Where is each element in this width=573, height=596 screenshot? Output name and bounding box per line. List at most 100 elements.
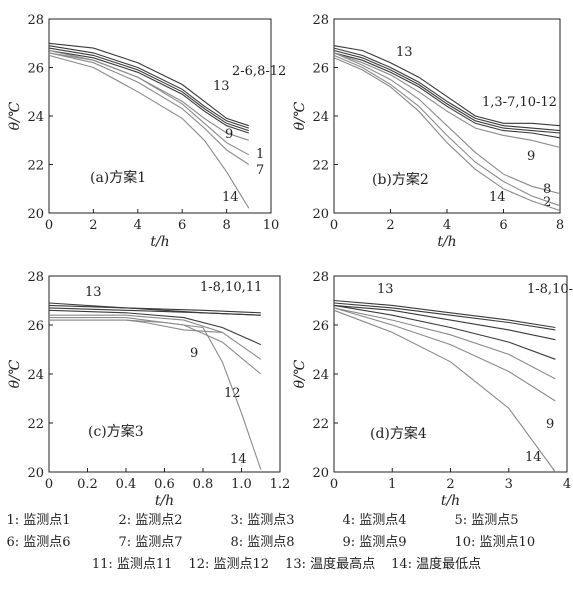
series-line <box>333 52 561 139</box>
legend-item: 6: 监测点6 <box>6 535 71 550</box>
series-line <box>333 52 561 195</box>
y-axis-label: θ/℃ <box>7 101 23 130</box>
series-label: 7 <box>256 163 264 178</box>
y-tick-label: 26 <box>312 62 329 77</box>
series-line <box>48 47 249 132</box>
y-tick-label: 20 <box>27 207 44 222</box>
series-line <box>333 309 556 473</box>
series-line <box>48 42 249 127</box>
y-tick-label: 22 <box>312 159 329 174</box>
legend-item: 2: 监测点2 <box>118 513 183 528</box>
series-line <box>49 319 262 470</box>
x-tick-label: 0.6 <box>154 477 175 492</box>
series-line <box>333 45 561 127</box>
series-line <box>333 302 556 331</box>
series-line <box>333 49 561 134</box>
y-tick-label: 28 <box>27 270 44 285</box>
x-tick-label: 0 <box>45 477 53 492</box>
series-line <box>48 52 250 165</box>
x-tick-label: 0 <box>45 218 53 233</box>
series-line <box>333 304 556 341</box>
legend: 1: 监测点1 2: 监测点2 3: 监测点3 4: 监测点4 5: 监测点5 … <box>0 510 573 596</box>
x-axis-label: t/h <box>441 493 460 509</box>
series-line <box>49 317 262 375</box>
series-line <box>333 307 556 380</box>
x-tick-label: 0.8 <box>193 477 214 492</box>
x-axis-label: t/h <box>437 234 456 250</box>
series-label: 13 <box>85 285 102 300</box>
x-tick-label: 2 <box>89 218 97 233</box>
legend-row: 11: 监测点11 12: 监测点12 13: 温度最高点 14: 温度最低点 <box>0 554 573 576</box>
series-label: 1-8,10-12 <box>527 282 573 297</box>
x-tick-label: 1.2 <box>270 477 291 492</box>
y-tick-label: 26 <box>312 319 329 334</box>
y-tick-label: 20 <box>312 466 329 481</box>
series-label: 9 <box>225 127 233 142</box>
x-axis-label: t/h <box>150 234 169 250</box>
series-label: 12 <box>224 386 241 401</box>
legend-item: 5: 监测点5 <box>454 513 519 528</box>
series-line <box>48 54 250 209</box>
x-tick-label: 6 <box>178 218 186 233</box>
y-tick-label: 28 <box>312 13 329 28</box>
y-tick-label: 24 <box>312 110 329 125</box>
legend-item: 10: 监测点10 <box>454 535 536 550</box>
y-tick-label: 20 <box>312 207 329 222</box>
chart-figure: 0 2 4 6 8 102022242628t/hθ/℃(a)方案1132-6,8-129… <box>7 13 573 509</box>
y-tick-label: 28 <box>27 13 44 28</box>
x-tick-label: 2 <box>446 477 454 492</box>
y-tick-label: 26 <box>27 62 44 77</box>
series-line <box>48 307 261 316</box>
y-tick-label: 24 <box>27 110 44 125</box>
panel-label: (c)方案3 <box>88 423 144 440</box>
y-axis-label: θ/℃ <box>7 359 23 388</box>
x-tick-label: 1 <box>388 477 396 492</box>
legend-item: 13: 温度最高点 <box>285 557 376 572</box>
series-label: 1,3-7,10-12 <box>482 95 557 110</box>
y-tick-label: 24 <box>312 368 329 383</box>
y-tick-label: 22 <box>27 417 44 432</box>
series-line <box>333 47 561 132</box>
x-tick-label: 0.2 <box>77 477 98 492</box>
x-tick-label: 3 <box>505 477 513 492</box>
y-tick-label: 20 <box>27 466 44 481</box>
x-tick-label: 2 <box>386 218 394 233</box>
x-tick-label: 4 <box>563 477 571 492</box>
y-axis-label: θ/℃ <box>292 359 308 388</box>
x-tick-label: 8 <box>556 218 564 233</box>
series-line <box>48 49 250 156</box>
panel-label: (d)方案4 <box>370 425 427 442</box>
x-tick-label: 10 <box>263 218 280 233</box>
y-tick-label: 22 <box>27 159 44 174</box>
legend-row: 1: 监测点1 2: 监测点2 3: 监测点3 4: 监测点4 5: 监测点5 <box>0 510 573 532</box>
legend-item: 3: 监测点3 <box>230 513 295 528</box>
series-line <box>333 304 556 360</box>
panel-label: (b)方案2 <box>372 171 429 188</box>
y-tick-label: 24 <box>27 368 44 383</box>
legend-item: 1: 监测点1 <box>6 513 71 528</box>
series-label: 9 <box>527 149 535 164</box>
x-tick-label: 6 <box>499 218 507 233</box>
x-tick-label: 4 <box>443 218 451 233</box>
x-tick-label: 1.0 <box>231 477 252 492</box>
x-tick-label: 0 <box>330 218 338 233</box>
plot-frame <box>48 18 272 214</box>
series-label: 14 <box>489 190 506 205</box>
series-label: 14 <box>222 190 239 205</box>
series-line <box>48 45 249 129</box>
series-label: 1 <box>256 147 264 162</box>
legend-item: 9: 监测点9 <box>342 535 407 550</box>
series-line <box>333 307 556 402</box>
series-label: 14 <box>525 450 542 465</box>
y-tick-label: 26 <box>27 319 44 334</box>
legend-item: 8: 监测点8 <box>230 535 295 550</box>
legend-item: 4: 监测点4 <box>342 513 407 528</box>
legend-row: 6: 监测点6 7: 监测点7 8: 监测点8 9: 监测点9 10: 监测点1… <box>0 532 573 554</box>
series-label: 14 <box>230 452 247 467</box>
y-tick-label: 28 <box>312 270 329 285</box>
series-label: 2 <box>543 195 551 210</box>
series-label: 9 <box>190 346 198 361</box>
x-axis-label: t/h <box>155 493 174 509</box>
series-line <box>333 299 556 329</box>
series-line <box>48 304 261 314</box>
